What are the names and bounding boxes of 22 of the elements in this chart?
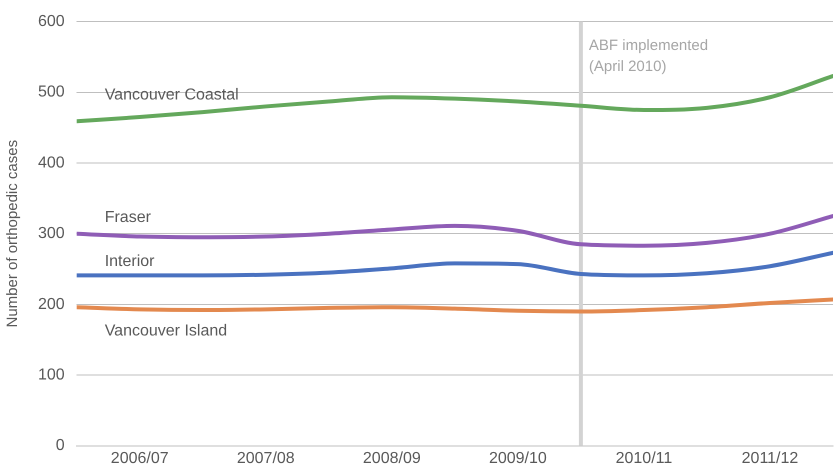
line-series (76, 297, 833, 314)
y-tick-label: 300 (38, 225, 65, 242)
series-label: Interior (104, 252, 156, 270)
y-tick-label: 600 (38, 13, 65, 30)
line-series (76, 74, 833, 124)
y-tick-label: 500 (38, 84, 65, 101)
x-tick-label: 2006/07 (110, 450, 169, 467)
series-label: Fraser (104, 209, 152, 226)
x-tick-label: 2009/10 (488, 450, 547, 467)
x-tick-label: 2008/09 (362, 450, 421, 467)
line-series (76, 250, 833, 278)
y-axis-title: Number of orthopedic cases (4, 140, 22, 328)
ref-line-label: ABF implemented (April 2010) (588, 37, 708, 76)
y-tick-label: 400 (38, 154, 65, 172)
x-tick-label: 2007/08 (236, 450, 295, 467)
series-label: Vancouver Island (104, 322, 228, 340)
series-label: Vancouver Coastal (104, 86, 239, 104)
x-tick-label: 2011/12 (742, 450, 798, 467)
y-tick-label: 0 (56, 437, 65, 454)
y-tick-label: 100 (38, 366, 65, 384)
x-tick-label: 2010/11 (616, 450, 672, 467)
y-tick-label: 200 (38, 296, 65, 313)
